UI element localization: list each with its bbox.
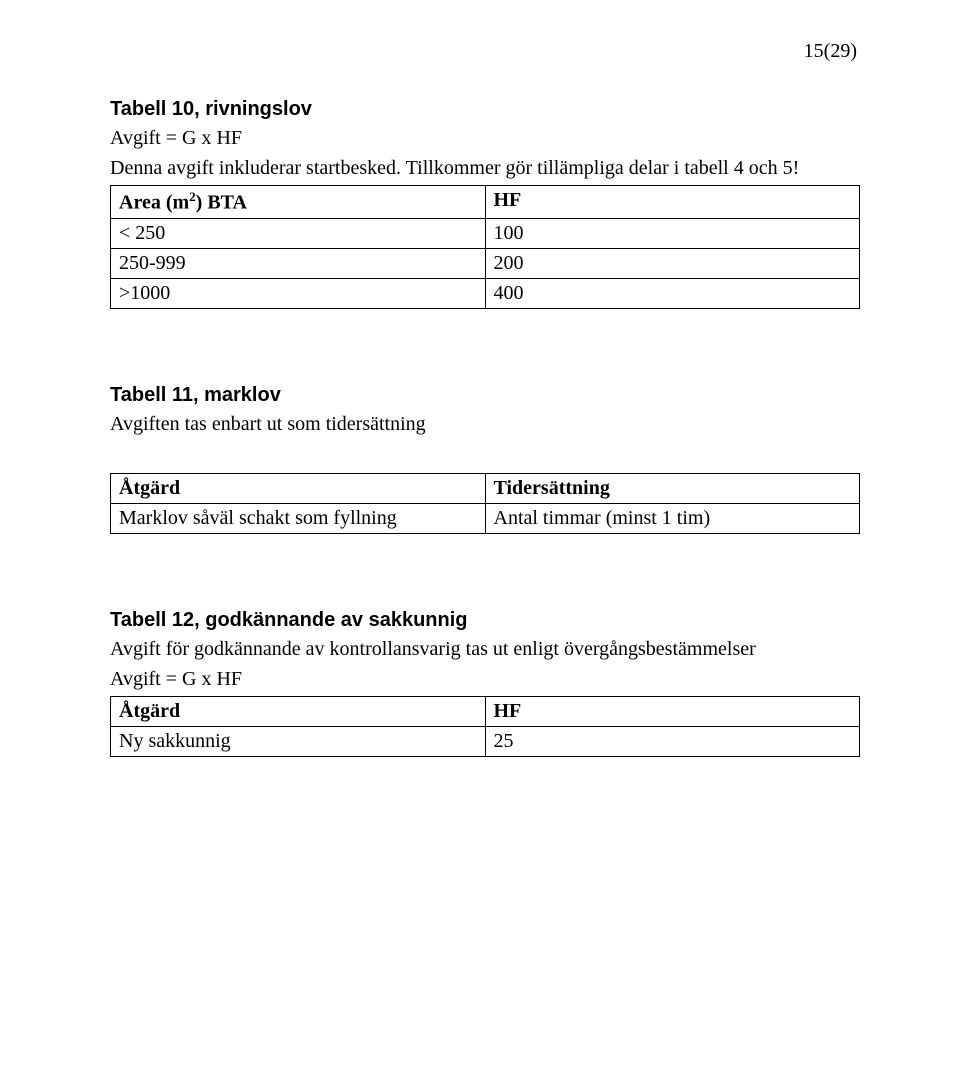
table10-r3c1: >1000	[111, 278, 486, 308]
table10: Area (m2) BTA HF < 250 100 250-999 200 >…	[110, 185, 860, 309]
table12: Åtgärd HF Ny sakkunnig 25	[110, 696, 860, 757]
table-row: Marklov såväl schakt som fyllning Antal …	[111, 503, 860, 533]
section12-line1: Avgift för godkännande av kontrollansvar…	[110, 636, 860, 663]
section12-line2: Avgift = G x HF	[110, 666, 860, 693]
table12-header-row: Åtgärd HF	[111, 696, 860, 726]
section10-line2: Denna avgift inkluderar startbesked. Til…	[110, 155, 860, 182]
spacer	[110, 309, 860, 384]
table10-r1c2: 100	[485, 218, 860, 248]
section12-title: Tabell 12, godkännande av sakkunnig	[110, 609, 860, 632]
section10-title: Tabell 10, rivningslov	[110, 98, 860, 121]
table12-header-c1: Åtgärd	[111, 696, 486, 726]
table10-header-c1a: Area (m	[119, 192, 189, 214]
section11-line1: Avgiften tas enbart ut som tidersättning	[110, 411, 860, 438]
table11: Åtgärd Tidersättning Marklov såväl schak…	[110, 473, 860, 534]
table10-header-c1: Area (m2) BTA	[111, 186, 486, 219]
spacer	[110, 534, 860, 609]
table-row: >1000 400	[111, 278, 860, 308]
section11-title: Tabell 11, marklov	[110, 384, 860, 407]
table10-r2c2: 200	[485, 248, 860, 278]
table11-header-c2: Tidersättning	[485, 473, 860, 503]
table12-r1c2: 25	[485, 726, 860, 756]
table-row: < 250 100	[111, 218, 860, 248]
table10-r3c2: 400	[485, 278, 860, 308]
spacer	[110, 441, 860, 471]
table11-header-row: Åtgärd Tidersättning	[111, 473, 860, 503]
table-row: Ny sakkunnig 25	[111, 726, 860, 756]
table10-header-row: Area (m2) BTA HF	[111, 186, 860, 219]
page-container: 15(29) Tabell 10, rivningslov Avgift = G…	[0, 0, 960, 817]
table11-r1c1: Marklov såväl schakt som fyllning	[111, 503, 486, 533]
table10-header-c1b: ) BTA	[196, 192, 247, 214]
page-number: 15(29)	[110, 40, 860, 63]
table12-header-c2: HF	[485, 696, 860, 726]
table10-header-c2: HF	[485, 186, 860, 219]
table11-header-c1: Åtgärd	[111, 473, 486, 503]
table10-r1c1: < 250	[111, 218, 486, 248]
table10-r2c1: 250-999	[111, 248, 486, 278]
section10-line1: Avgift = G x HF	[110, 125, 860, 152]
table12-r1c1: Ny sakkunnig	[111, 726, 486, 756]
table11-r1c2: Antal timmar (minst 1 tim)	[485, 503, 860, 533]
table-row: 250-999 200	[111, 248, 860, 278]
